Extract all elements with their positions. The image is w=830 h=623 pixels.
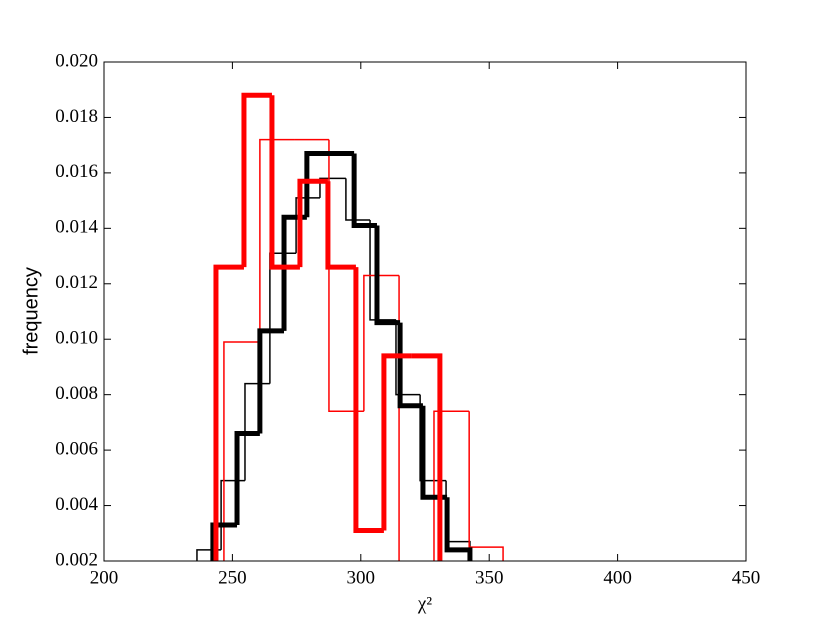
histogram-step [210, 522, 238, 561]
y-tick-label: 0.018 [55, 106, 98, 127]
y-tick-label: 0.002 [55, 549, 98, 570]
histogram-step [319, 177, 346, 198]
x-tick-label: 450 [732, 567, 761, 588]
histogram-step [351, 153, 377, 229]
histogram-step [325, 181, 356, 270]
y-tick-label: 0.012 [55, 272, 98, 293]
x-tick-label: 200 [90, 567, 119, 588]
histogram-step [304, 150, 330, 218]
x-tick-label: 400 [603, 567, 632, 588]
histogram-step [374, 225, 401, 326]
histogram-step [397, 322, 423, 409]
x-tick-label: 250 [218, 567, 247, 588]
histogram-step [445, 480, 471, 561]
histogram-step [369, 220, 396, 321]
x-tick-label: 350 [475, 567, 504, 588]
histogram-step [395, 319, 421, 396]
x-tick-label: 300 [347, 567, 376, 588]
y-tick-label: 0.010 [55, 328, 98, 349]
y-tick-label: 0.004 [55, 494, 98, 515]
histogram-step [433, 410, 470, 561]
histogram-step [297, 178, 328, 268]
y-tick-label: 0.016 [55, 161, 98, 182]
y-axis-label: frequency [20, 267, 42, 355]
histogram-step [269, 95, 300, 270]
histogram-step [241, 92, 272, 268]
histogram-step [257, 328, 285, 434]
plot-frame [103, 61, 747, 562]
plot-marks [196, 92, 504, 561]
histogram-step [213, 264, 244, 561]
histogram-step [420, 405, 448, 500]
histogram-step [411, 353, 443, 561]
y-tick-label: 0.020 [55, 50, 98, 71]
histogram-step [295, 197, 320, 254]
histogram-step [234, 430, 260, 525]
histogram-step [223, 341, 260, 561]
histogram-step [220, 479, 245, 550]
histogram-step [444, 497, 473, 561]
histogram-step [398, 275, 400, 561]
histogram-step [381, 353, 412, 531]
histogram-step [363, 274, 400, 412]
histogram-step [468, 411, 504, 561]
histogram-step [259, 138, 295, 342]
y-tick-label: 0.014 [55, 217, 98, 238]
y-tick-label: 0.008 [55, 383, 98, 404]
x-axis-label: χ² [417, 593, 432, 614]
histogram-step [353, 267, 384, 534]
histogram-step [345, 178, 371, 221]
y-tick-label: 0.006 [55, 438, 98, 459]
